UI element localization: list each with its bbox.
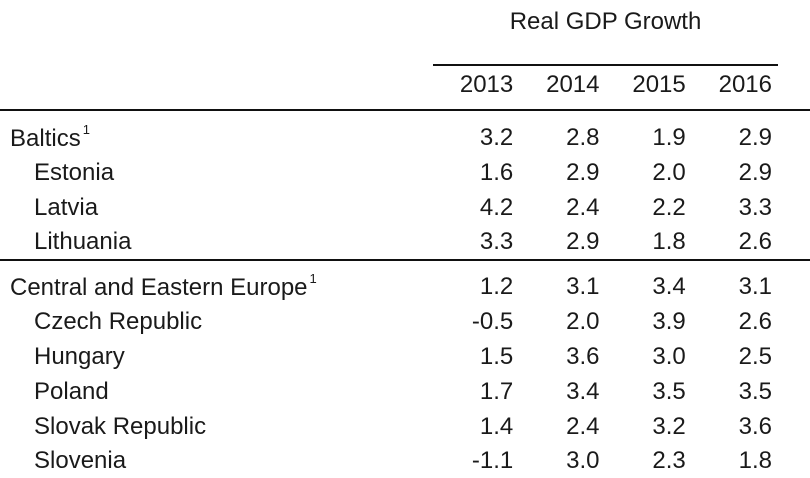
table-cell: 1.8 bbox=[738, 446, 772, 474]
header-rule bbox=[433, 64, 778, 66]
table-cell: 2.4 bbox=[566, 193, 600, 221]
table-row: Czech Republic -0.5 2.0 3.9 2.6 bbox=[0, 304, 810, 339]
table-cell: -1.1 bbox=[471, 446, 514, 474]
table-row: Slovak Republic 1.4 2.4 3.2 3.6 bbox=[0, 409, 810, 444]
header-divider bbox=[0, 109, 810, 111]
year-header: 2016 bbox=[718, 71, 772, 98]
table-cell: 1.8 bbox=[652, 227, 686, 255]
table-cell: 2.6 bbox=[738, 227, 772, 255]
table-cell: 3.4 bbox=[652, 272, 686, 300]
table-row: Poland 1.7 3.4 3.5 3.5 bbox=[0, 374, 810, 409]
group-label: Central and Eastern Europe 1 bbox=[10, 271, 317, 301]
table-cell: 3.6 bbox=[738, 412, 772, 440]
table-row: Slovenia -1.1 3.0 2.3 1.8 bbox=[0, 443, 810, 478]
country-label: Estonia bbox=[34, 158, 115, 186]
table-row: Hungary 1.5 3.6 3.0 2.5 bbox=[0, 339, 810, 374]
table-cell: 3.3 bbox=[479, 227, 514, 255]
country-label: Slovenia bbox=[34, 446, 127, 474]
country-label: Hungary bbox=[34, 342, 125, 370]
country-label: Latvia bbox=[34, 193, 99, 221]
table-cell: 3.3 bbox=[738, 193, 772, 221]
year-header-row: 2013 2014 2015 2016 bbox=[433, 68, 778, 102]
table-cell: 1.4 bbox=[479, 412, 514, 440]
year-header: 2014 bbox=[546, 71, 600, 98]
table-cell: 3.2 bbox=[479, 123, 514, 151]
table-cell: 1.7 bbox=[479, 377, 514, 405]
table-cell: 3.0 bbox=[652, 342, 686, 370]
table-cell: 2.0 bbox=[652, 158, 686, 186]
table-cell: 2.8 bbox=[566, 123, 600, 151]
country-label: Czech Republic bbox=[34, 307, 203, 335]
table-cell: 3.6 bbox=[566, 342, 600, 370]
table-row: Estonia 1.6 2.9 2.0 2.9 bbox=[0, 155, 810, 190]
table-row: Lithuania 3.3 2.9 1.8 2.6 bbox=[0, 224, 810, 259]
table-cell: 1.5 bbox=[479, 342, 514, 370]
table-cell: 1.9 bbox=[652, 123, 686, 151]
table-cell: 2.9 bbox=[566, 158, 600, 186]
table-cell: 2.9 bbox=[738, 158, 772, 186]
country-label: Slovak Republic bbox=[34, 412, 207, 440]
footnote-marker: 1 bbox=[82, 122, 90, 137]
table-cell: 3.5 bbox=[738, 377, 772, 405]
table-cell: 3.1 bbox=[738, 272, 772, 300]
table-cell: 3.4 bbox=[566, 377, 600, 405]
table-row: Latvia 4.2 2.4 2.2 3.3 bbox=[0, 190, 810, 225]
table-cell: 1.6 bbox=[479, 158, 514, 186]
group-label: Baltics 1 bbox=[10, 122, 90, 152]
table-cell: 2.5 bbox=[738, 342, 772, 370]
country-label: Lithuania bbox=[34, 227, 132, 255]
table-cell: 3.9 bbox=[652, 307, 686, 335]
table-cell: 3.0 bbox=[566, 446, 600, 474]
table-cell: 2.4 bbox=[566, 412, 600, 440]
table-cell: 2.9 bbox=[738, 123, 772, 151]
table-cell: 3.5 bbox=[652, 377, 686, 405]
section-divider bbox=[0, 259, 810, 261]
table-cell: 2.0 bbox=[566, 307, 600, 335]
table-cell: 3.2 bbox=[652, 412, 686, 440]
footnote-marker: 1 bbox=[309, 271, 317, 286]
table-cell: -0.5 bbox=[471, 307, 514, 335]
group-row-baltics: Baltics 1 3.2 2.8 1.9 2.9 bbox=[0, 120, 810, 155]
table-cell: 3.1 bbox=[566, 272, 600, 300]
table-cell: 1.2 bbox=[479, 272, 514, 300]
table-cell: 2.3 bbox=[652, 446, 686, 474]
country-label: Poland bbox=[34, 377, 109, 405]
group-row-cee: Central and Eastern Europe 1 1.2 3.1 3.4 … bbox=[0, 269, 810, 304]
table-cell: 4.2 bbox=[479, 193, 514, 221]
table-cell: 2.6 bbox=[738, 307, 772, 335]
table-cell: 2.9 bbox=[566, 227, 600, 255]
table-title: Real GDP Growth bbox=[509, 8, 702, 35]
year-header: 2015 bbox=[632, 71, 686, 98]
table-cell: 2.2 bbox=[652, 193, 686, 221]
year-header: 2013 bbox=[459, 71, 514, 98]
